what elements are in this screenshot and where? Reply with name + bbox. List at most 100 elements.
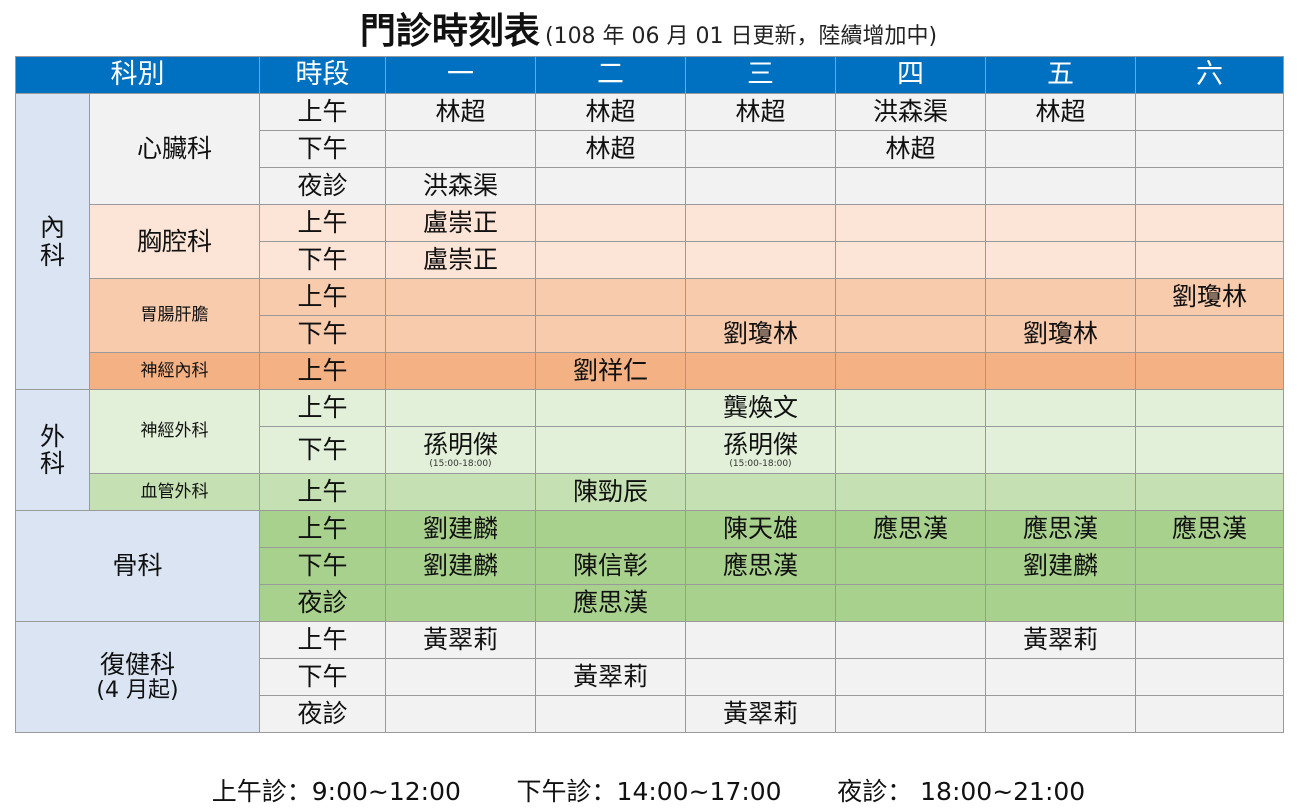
doctor-cell: [1135, 547, 1284, 585]
header-day-thu: 四: [835, 56, 986, 94]
slot-cell: 上午: [259, 473, 386, 511]
table-row: 外科 神經外科 上午 龔煥文: [15, 389, 1284, 511]
doctor-cell: 龔煥文: [685, 389, 836, 427]
doctor-cell: [985, 473, 1136, 511]
doctor-cell: [1135, 658, 1284, 696]
table-row: 內科 心臟科 上午 林超 林超 林超 洪森渠 林超: [15, 93, 1284, 390]
doctor-cell: [1135, 315, 1284, 353]
doctor-cell: [835, 621, 986, 659]
slot-cell: 上午: [259, 204, 386, 242]
header-day-sat: 六: [1135, 56, 1284, 94]
doctor-cell: 陳信彰: [535, 547, 686, 585]
doctor-cell: [835, 241, 986, 279]
header-row: 科別 時段 一 二 三 四 五 六: [15, 56, 1284, 94]
doctor-cell: 應思漢: [685, 547, 836, 585]
doctor-cell: [835, 547, 986, 585]
doctor-cell: [985, 167, 1136, 205]
slot-cell: 下午: [259, 315, 386, 353]
doctor-cell: 林超: [835, 130, 986, 168]
doctor-cell: [685, 204, 836, 242]
doctor-cell: 應思漢: [835, 510, 986, 548]
table-row: 下午 黃翠莉: [16, 658, 1284, 696]
doctor-cell: [1135, 426, 1284, 474]
doctor-cell: [835, 473, 986, 511]
slot-cell: 夜診: [259, 167, 386, 205]
doctor-cell: 劉瓊林: [685, 315, 836, 353]
doctor-cell: 洪森渠: [385, 167, 536, 205]
doctor-cell: 應思漢: [985, 510, 1136, 548]
doctor-cell: [1135, 167, 1284, 205]
dept-cardiology: 心臟科: [89, 93, 260, 205]
doctor-cell: 黃翠莉: [685, 695, 836, 733]
doctor-cell: [685, 473, 836, 511]
title-update-note: (108 年 06 月 01 日更新，陸續增加中): [544, 24, 938, 49]
slot-cell: 上午: [259, 93, 386, 131]
doctor-cell: [835, 695, 986, 733]
slot-cell: 上午: [259, 278, 386, 316]
doctor-cell: [1135, 621, 1284, 659]
doctor-cell: 洪森渠: [835, 93, 986, 131]
header-day-tue: 二: [535, 56, 686, 94]
doctor-cell: [985, 426, 1136, 474]
doctor-cell: [835, 167, 986, 205]
doctor-cell: [985, 204, 1136, 242]
doctor-cell: [835, 426, 986, 474]
doctor-cell: [385, 658, 536, 696]
doctor-cell: [685, 658, 836, 696]
table-row: 夜診 黃翠莉: [16, 695, 1284, 733]
dept-chest: 胸腔科: [89, 204, 260, 279]
doctor-cell: 盧崇正: [385, 204, 536, 242]
doctor-cell: [985, 241, 1136, 279]
doctor-cell: [1135, 93, 1284, 131]
header-timeslot: 時段: [259, 56, 386, 94]
doctor-cell: 應思漢: [1135, 510, 1284, 548]
doctor-cell: [835, 584, 986, 622]
slot-cell: 上午: [259, 389, 386, 427]
doctor-cell: 黃翠莉: [385, 621, 536, 659]
table-row: 下午 劉瓊林 劉瓊林: [16, 315, 1284, 353]
doctor-cell: 劉瓊林: [1135, 278, 1284, 316]
doctor-cell: [685, 241, 836, 279]
clinic-hours-footer: 上午診：9:00~12:00 下午診：14:00~17:00 夜診： 18:00…: [211, 777, 1086, 806]
slot-cell: 夜診: [259, 695, 386, 733]
doctor-cell: [385, 389, 536, 427]
table-row: 夜診 應思漢: [16, 584, 1284, 622]
doctor-cell: [685, 130, 836, 168]
doctor-cell: [985, 130, 1136, 168]
doctor-cell: [835, 389, 986, 427]
doctor-cell: [835, 315, 986, 353]
doctor-cell: [385, 473, 536, 511]
doctor-cell: 劉建麟: [385, 510, 536, 548]
clinic-hours-note: (15:00-18:00): [429, 459, 492, 470]
doctor-cell: [685, 278, 836, 316]
slot-cell: 下午: [259, 426, 386, 474]
doctor-name: 孫明傑: [722, 429, 798, 459]
doctor-cell: 黃翠莉: [985, 621, 1136, 659]
dept-orthopedics: 骨科: [15, 510, 260, 622]
doctor-cell: [385, 352, 536, 390]
dept-rehab-label: 復健科: [99, 650, 175, 680]
doctor-cell: [535, 510, 686, 548]
doctor-cell: [1135, 130, 1284, 168]
dept-rehabilitation: 復健科 (4 月起): [15, 621, 260, 733]
slot-cell: 下午: [259, 130, 386, 168]
table-row: 下午 盧崇正: [16, 241, 1284, 279]
doctor-cell: [535, 695, 686, 733]
doctor-cell: 盧崇正: [385, 241, 536, 279]
doctor-cell: [385, 695, 536, 733]
doctor-cell: [685, 584, 836, 622]
doctor-cell: [1135, 352, 1284, 390]
dept-neurosurgery: 神經外科: [89, 389, 260, 474]
doctor-cell: [535, 278, 686, 316]
doctor-cell: [1135, 695, 1284, 733]
table-row: 血管外科 上午 陳勁辰: [16, 473, 1284, 511]
doctor-cell: [535, 204, 686, 242]
doctor-cell: 黃翠莉: [535, 658, 686, 696]
doctor-cell: [685, 352, 836, 390]
doctor-cell: [985, 695, 1136, 733]
doctor-cell: 林超: [685, 93, 836, 131]
doctor-cell: [985, 584, 1136, 622]
doctor-cell: [1135, 204, 1284, 242]
doctor-cell: 孫明傑 (15:00-18:00): [685, 426, 836, 474]
doctor-cell: [535, 241, 686, 279]
